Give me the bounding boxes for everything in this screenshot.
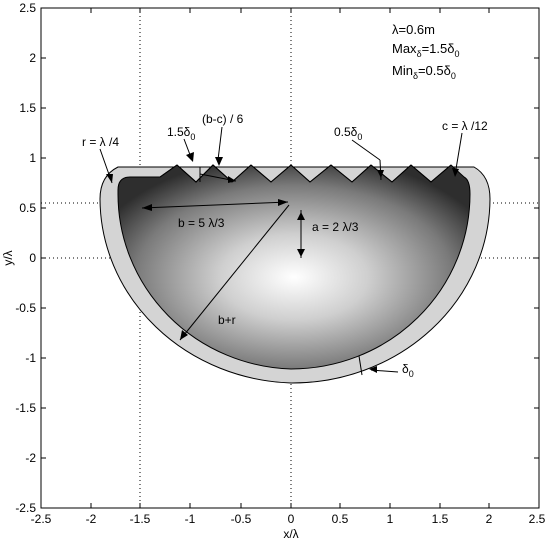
param-min: Minδ=0.5δ0 — [392, 63, 456, 81]
y-tick-label: 0 — [29, 251, 36, 265]
y-tick-label: 1.5 — [19, 101, 36, 115]
x-tick-label: 1.5 — [432, 512, 449, 526]
label-bc6: (b-c) / 6 — [202, 112, 244, 126]
param-max: Maxδ=1.5δ0 — [392, 41, 460, 59]
y-axis-label: y/λ — [1, 250, 15, 265]
y-tick-label: 1 — [29, 151, 36, 165]
label-max-delta: 1.5δ0 — [167, 125, 195, 142]
label-a: a = 2 λ/3 — [312, 220, 359, 234]
x-tick-label: -1 — [185, 512, 196, 526]
y-tick-marks — [41, 7, 539, 509]
y-tick-label: -0.5 — [15, 301, 36, 315]
y-tick-label: -2 — [25, 451, 36, 465]
y-tick-label: -1.5 — [15, 401, 36, 415]
x-tick-label: 0.5 — [332, 512, 349, 526]
x-tick-marks — [40, 8, 540, 508]
y-tick-label: -2.5 — [15, 501, 36, 515]
x-axis-label: x/λ — [283, 527, 298, 541]
label-b-plus-r: b+r — [218, 313, 236, 327]
param-lambda: λ=0.6m — [392, 22, 435, 37]
label-c: c = λ /12 — [442, 119, 488, 133]
y-tick-label: 0.5 — [19, 201, 36, 215]
x-tick-label: -2 — [86, 512, 97, 526]
x-tick-label: -2.5 — [31, 512, 52, 526]
y-tick-label: 2.5 — [19, 1, 36, 15]
x-tick-label: 2 — [486, 512, 493, 526]
label-delta0: δ0 — [402, 362, 414, 379]
x-tick-label: 0 — [288, 512, 295, 526]
x-tick-label: -0.5 — [231, 512, 252, 526]
arrowheads — [106, 152, 459, 373]
label-min-delta: 0.5δ0 — [334, 125, 362, 142]
label-b: b = 5 λ/3 — [178, 216, 225, 230]
x-tick-label: 2.5 — [529, 512, 546, 526]
label-r: r = λ /4 — [82, 135, 119, 149]
x-tick-label: 1 — [387, 512, 394, 526]
serrated-edge — [159, 164, 452, 183]
x-tick-label: -1.5 — [130, 512, 151, 526]
y-tick-label: -1 — [25, 351, 36, 365]
y-tick-label: 2 — [29, 51, 36, 65]
